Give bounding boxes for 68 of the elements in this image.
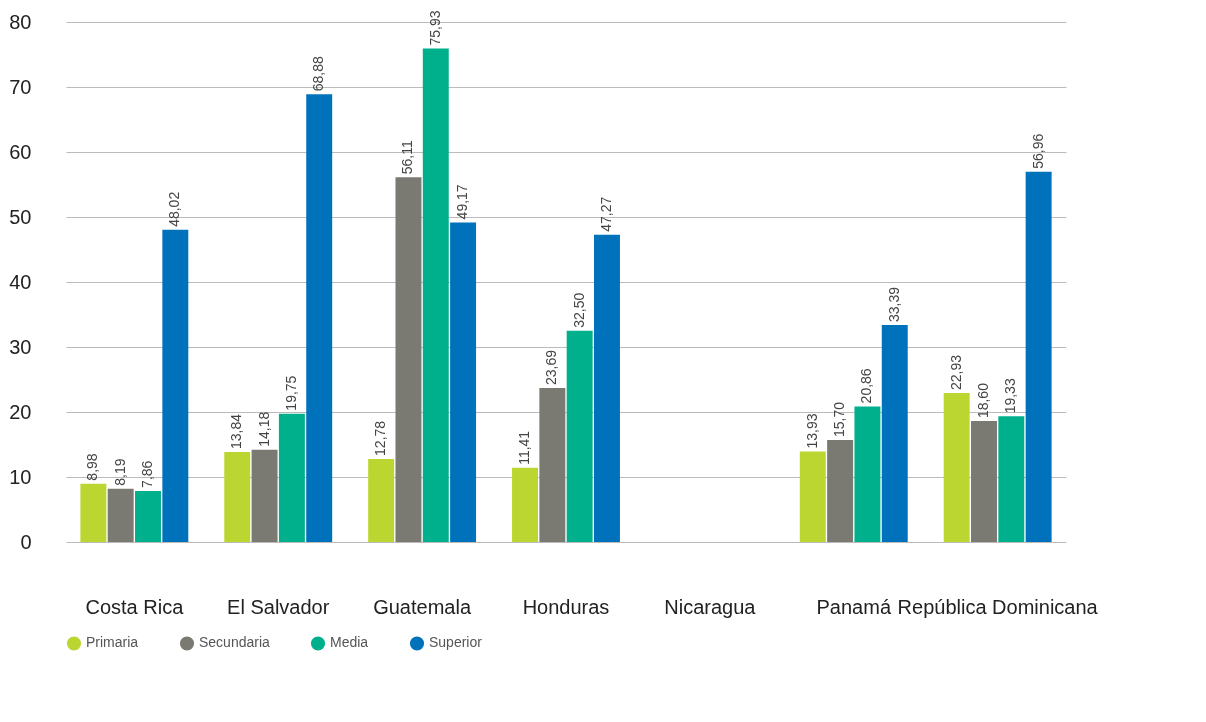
data-label: 19,33 [1002,378,1019,414]
data-label: 8,98 [84,453,101,481]
y-tick-label: 60 [9,140,32,163]
data-label: 13,93 [803,413,820,449]
data-label: 48,02 [166,191,183,227]
data-label: 7,86 [139,460,156,488]
legend-label: Primaria [86,634,139,651]
bar [881,324,908,542]
data-label: 56,96 [1029,133,1046,169]
data-label: 56,11 [399,140,416,175]
data-label: 8,19 [111,458,128,486]
legend-label: Secundaria [199,634,271,651]
data-label: 15,70 [831,401,848,437]
y-tick-label: 20 [9,400,32,423]
bar [943,392,970,542]
x-tick-label: Honduras [522,595,610,618]
bar [971,421,997,542]
x-tick-label: República Dominicana [897,595,1099,618]
y-tick-label: 70 [9,75,32,98]
bar [566,330,593,542]
data-label: 12,78 [372,420,389,456]
bar [306,94,333,542]
bar [998,416,1025,542]
bar [107,488,134,542]
data-label: 13,84 [228,413,245,450]
y-tick-label: 40 [9,270,32,293]
legend-label: Media [330,634,369,651]
bar [162,229,189,542]
bar [799,451,826,542]
data-label: 20,86 [858,368,875,404]
y-tick-label: 50 [9,205,32,228]
data-label: 14,18 [255,411,272,447]
bar [539,388,566,542]
bar [251,449,278,542]
x-tick-label: Costa Rica [85,595,185,618]
y-tick-label: 0 [20,530,32,553]
y-tick-label: 10 [9,465,32,488]
data-label: 19,75 [282,375,299,411]
bar [135,490,161,542]
bar [827,439,854,542]
legend-label: Superior [429,634,483,651]
bar [368,458,395,542]
y-tick-label: 30 [9,335,32,358]
bar [450,222,477,542]
x-tick-label: Panamá [816,595,892,618]
bar [594,234,620,542]
data-label: 75,93 [426,10,443,46]
data-label: 68,88 [310,56,327,92]
data-label: 47,27 [597,196,614,232]
bar [422,48,449,542]
x-tick-label: Guatemala [373,595,472,618]
bar [224,452,251,542]
x-tick-label: El Salvador [227,595,330,618]
data-label: 32,50 [570,292,587,328]
bar [395,177,422,542]
bar [512,467,538,542]
y-tick-label: 80 [9,10,32,33]
data-label: 11,41 [516,430,533,465]
bar [278,413,305,542]
bar [80,483,107,542]
data-label: 23,69 [543,349,560,386]
data-label: 18,60 [974,382,991,419]
data-label: 33,39 [885,286,902,322]
data-label: 22,93 [947,354,964,390]
bar [1025,171,1052,542]
x-tick-label: Nicaragua [664,595,757,618]
data-label: 49,17 [454,184,471,220]
bar [854,406,881,542]
